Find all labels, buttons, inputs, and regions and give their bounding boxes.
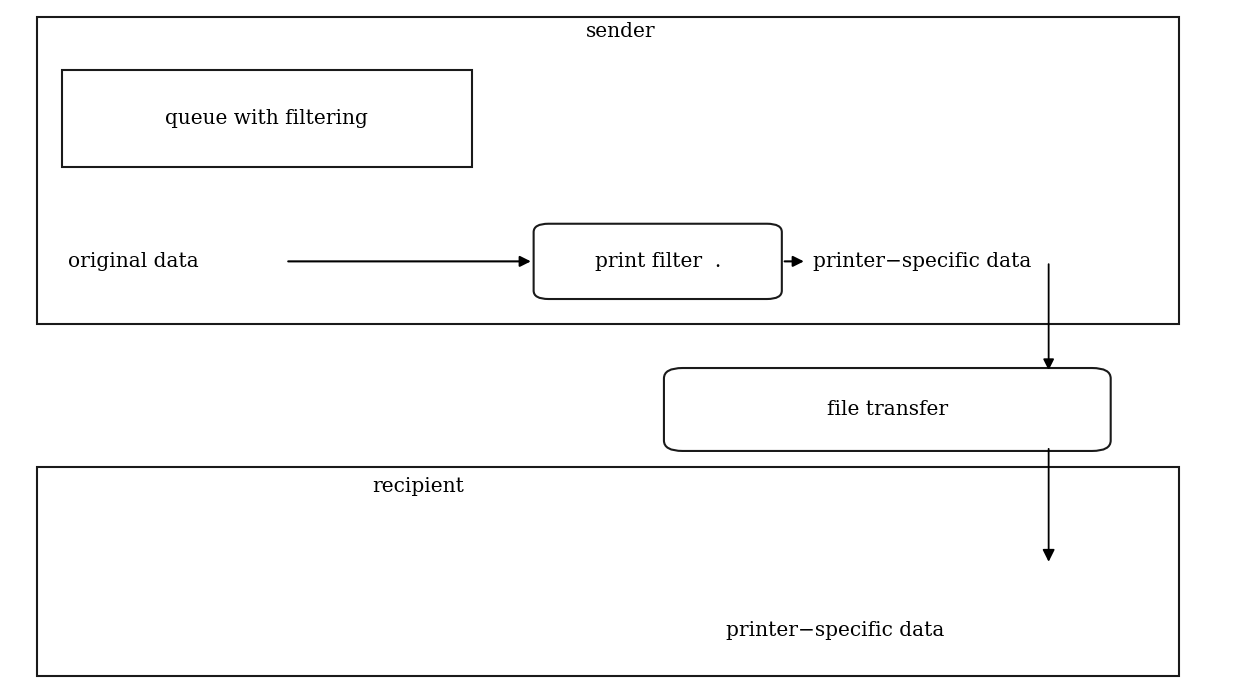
Text: recipient: recipient (372, 477, 464, 496)
FancyBboxPatch shape (37, 17, 1179, 324)
FancyBboxPatch shape (62, 70, 472, 167)
Text: print filter  .: print filter . (594, 252, 721, 271)
Text: file transfer: file transfer (827, 400, 948, 419)
FancyBboxPatch shape (664, 368, 1111, 451)
FancyBboxPatch shape (534, 224, 782, 299)
Text: printer−specific data: printer−specific data (726, 621, 944, 641)
Text: queue with filtering: queue with filtering (165, 109, 369, 128)
FancyBboxPatch shape (37, 467, 1179, 676)
Text: printer−specific data: printer−specific data (813, 252, 1031, 271)
Text: sender: sender (586, 22, 655, 41)
Text: original data: original data (68, 252, 199, 271)
